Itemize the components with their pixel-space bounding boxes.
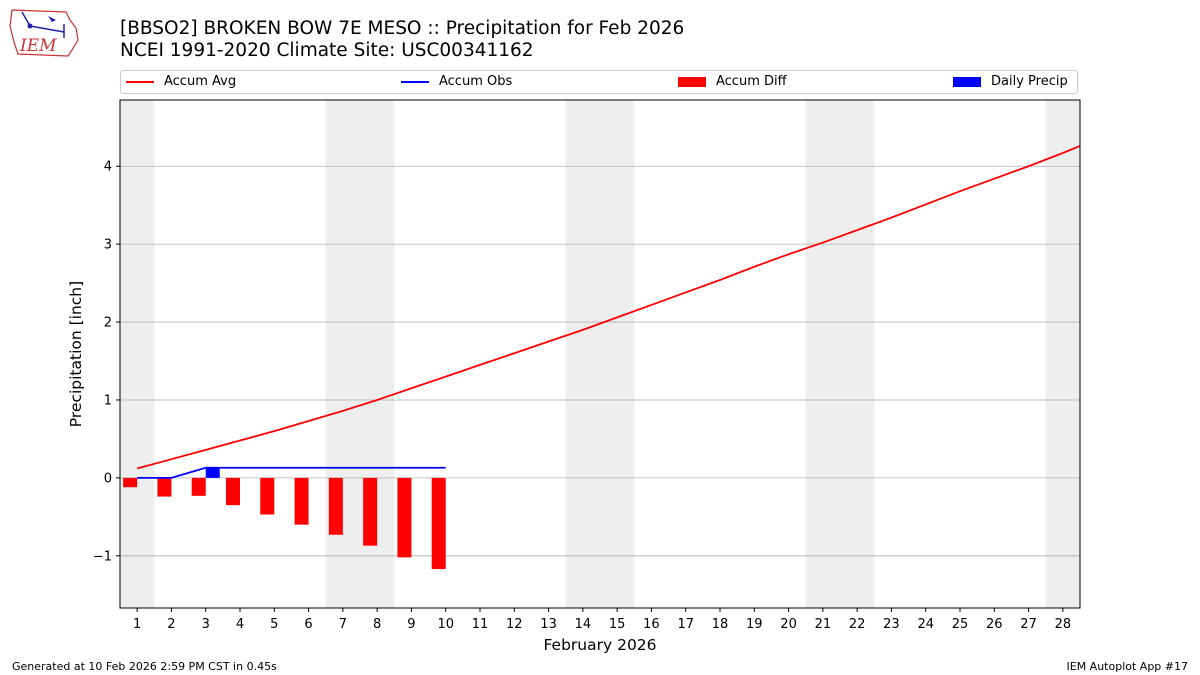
x-tick-label: 11 bbox=[472, 617, 489, 632]
iem-logo: IEM bbox=[9, 9, 79, 57]
legend-item-accum-diff: Accum Diff bbox=[678, 74, 787, 89]
x-tick-label: 8 bbox=[373, 617, 381, 632]
accum-diff-bar bbox=[363, 477, 378, 546]
x-tick-label: 6 bbox=[304, 617, 312, 632]
daily-precip-bar bbox=[205, 467, 220, 478]
x-tick-label: 7 bbox=[339, 617, 347, 632]
legend: Accum Avg Accum Obs Accum Diff Daily Pre… bbox=[120, 70, 1078, 94]
accum-diff-bar bbox=[294, 477, 309, 525]
legend-label-accum-obs: Accum Obs bbox=[439, 74, 513, 89]
x-tick-label: 12 bbox=[506, 617, 523, 632]
x-tick-label: 4 bbox=[236, 617, 244, 632]
weekend-shade bbox=[805, 100, 875, 608]
x-tick-label: 9 bbox=[407, 617, 415, 632]
x-tick-label: 1 bbox=[133, 617, 141, 632]
weekend-shade bbox=[565, 100, 635, 608]
chart-title: [BBSO2] BROKEN BOW 7E MESO :: Precipitat… bbox=[120, 18, 685, 39]
x-tick-label: 24 bbox=[917, 617, 934, 632]
accum-diff-bar bbox=[260, 477, 275, 515]
x-tick-label: 23 bbox=[883, 617, 900, 632]
y-tick-label: 4 bbox=[104, 160, 112, 175]
weekend-shade bbox=[120, 100, 155, 608]
x-tick-label: 21 bbox=[815, 617, 832, 632]
legend-swatch-accum-diff bbox=[678, 76, 706, 87]
chart-subtitle: NCEI 1991-2020 Climate Site: USC00341162 bbox=[120, 40, 534, 61]
accum-diff-bar bbox=[328, 477, 343, 535]
legend-swatch-accum-avg bbox=[126, 80, 154, 83]
legend-label-accum-avg: Accum Avg bbox=[164, 74, 237, 89]
x-tick-label: 19 bbox=[746, 617, 763, 632]
legend-swatch-accum-obs bbox=[401, 80, 429, 83]
accum-avg-line bbox=[136, 145, 1081, 470]
x-tick-label: 2 bbox=[167, 617, 175, 632]
y-tick-label: 3 bbox=[104, 238, 112, 253]
legend-item-accum-obs: Accum Obs bbox=[401, 74, 512, 89]
y-tick-label: −1 bbox=[93, 549, 112, 564]
weekend-shade bbox=[1045, 100, 1080, 608]
x-tick-label: 28 bbox=[1055, 617, 1072, 632]
y-tick-label: 2 bbox=[104, 316, 112, 331]
x-axis-label: February 2026 bbox=[543, 636, 656, 654]
x-tick-label: 10 bbox=[437, 617, 454, 632]
x-tick-label: 3 bbox=[202, 617, 210, 632]
accum-obs-line bbox=[137, 466, 446, 479]
accum-diff-bar bbox=[226, 477, 240, 506]
legend-item-accum-avg: Accum Avg bbox=[126, 74, 236, 89]
y-tick-label: 1 bbox=[104, 393, 112, 408]
y-tick-label: 0 bbox=[104, 471, 112, 486]
x-tick-label: 26 bbox=[986, 617, 1003, 632]
x-tick-label: 22 bbox=[849, 617, 866, 632]
accum-diff-bar bbox=[397, 477, 412, 558]
legend-label-accum-diff: Accum Diff bbox=[716, 74, 787, 89]
x-tick-label: 14 bbox=[575, 617, 592, 632]
x-tick-label: 13 bbox=[540, 617, 557, 632]
x-tick-label: 27 bbox=[1020, 617, 1037, 632]
accum-diff-bar bbox=[431, 477, 446, 570]
logo-text: IEM bbox=[19, 36, 57, 56]
x-tick-label: 18 bbox=[712, 617, 729, 632]
x-tick-label: 15 bbox=[609, 617, 626, 632]
x-tick-label: 16 bbox=[643, 617, 660, 632]
app-footer: IEM Autoplot App #17 bbox=[1066, 660, 1189, 673]
x-tick-label: 17 bbox=[677, 617, 694, 632]
legend-swatch-daily-precip bbox=[953, 76, 981, 87]
legend-label-daily-precip: Daily Precip bbox=[991, 74, 1068, 89]
accum-diff-bar bbox=[191, 477, 206, 496]
x-tick-label: 5 bbox=[270, 617, 278, 632]
legend-item-daily-precip: Daily Precip bbox=[953, 74, 1068, 89]
accum-diff-bar bbox=[157, 477, 172, 497]
y-axis-label: Precipitation [inch] bbox=[67, 281, 85, 427]
x-tick-label: 20 bbox=[780, 617, 797, 632]
accum-diff-bar bbox=[123, 477, 138, 488]
generated-footer: Generated at 10 Feb 2026 2:59 PM CST in … bbox=[12, 660, 277, 673]
x-tick-label: 25 bbox=[952, 617, 969, 632]
plot-frame bbox=[119, 99, 1081, 609]
